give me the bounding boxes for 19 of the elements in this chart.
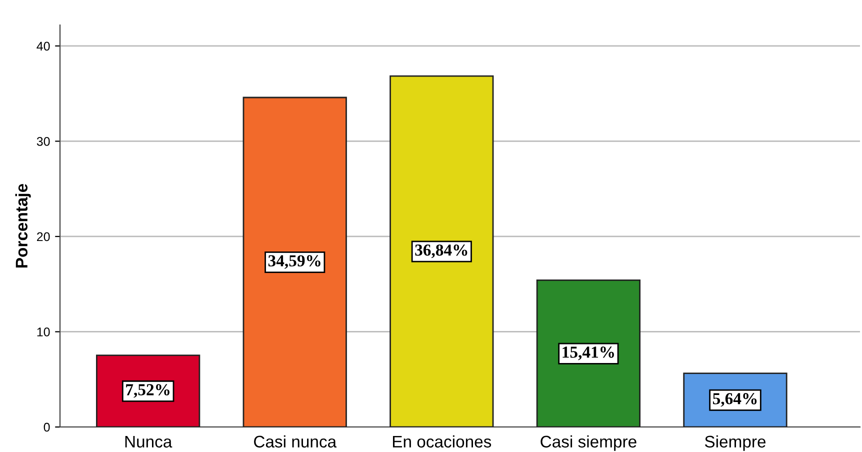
x-tick-label: Siempre [704,435,766,451]
x-tick-label: En ocaciones [392,435,492,448]
data-label: 5,64% [712,393,757,407]
y-axis-title: Porcentaje [15,184,31,268]
x-tick-label: Nunca [125,436,172,448]
x-tick-label: Casi nunca [254,435,337,448]
y-tick-label: 30 [36,137,50,146]
y-tick-label: 0 [44,422,50,432]
bar [242,96,347,427]
y-tick-label: 40 [36,42,50,51]
bar [536,280,641,427]
data-label: 15,41% [562,346,614,360]
bar [390,75,494,427]
data-label: 36,84% [415,244,468,258]
y-tick-label: 10 [37,328,50,336]
y-tick-label: 20 [37,232,50,242]
x-tick-label: Casi siempre [540,435,636,451]
data-label: 7,52% [126,384,170,398]
data-label: 34,59% [268,255,320,269]
